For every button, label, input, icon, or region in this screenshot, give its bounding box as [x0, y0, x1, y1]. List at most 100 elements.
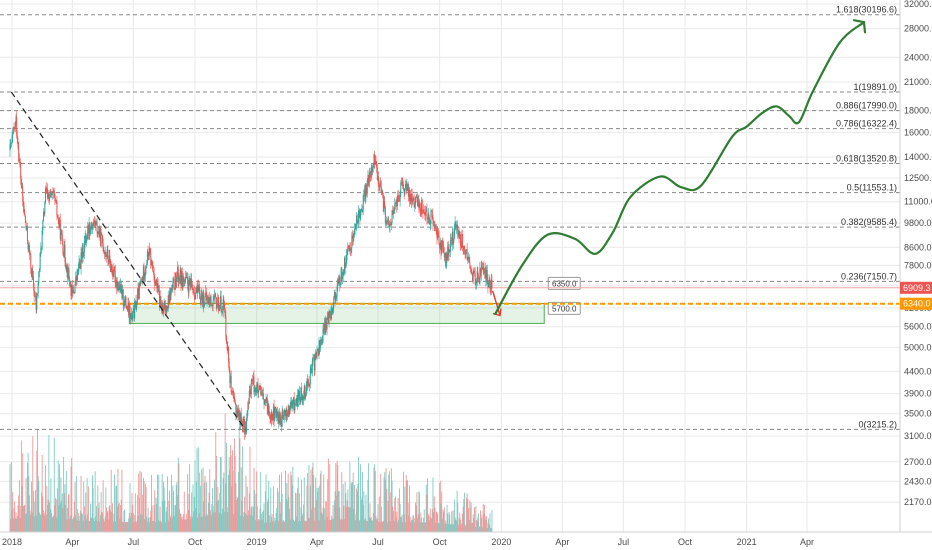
- candle: [343, 269, 345, 276]
- candle-body: [185, 276, 187, 278]
- candle-body: [114, 271, 116, 284]
- candle: [386, 216, 388, 227]
- candle-body: [489, 279, 491, 286]
- candle-body: [287, 413, 289, 417]
- candle: [217, 293, 219, 308]
- candle-body: [132, 308, 134, 312]
- candle: [109, 250, 111, 263]
- volume-bar: [409, 485, 410, 532]
- candle: [75, 275, 77, 287]
- candle: [81, 248, 83, 263]
- volume-bar: [215, 432, 217, 532]
- candle: [67, 263, 69, 285]
- volume-bar: [235, 483, 237, 532]
- candle-body: [38, 271, 40, 284]
- candle-body: [357, 221, 359, 223]
- candle: [321, 337, 323, 346]
- candle: [87, 224, 89, 240]
- candle: [42, 219, 44, 235]
- volume-bar: [452, 510, 454, 532]
- volume-bar: [329, 520, 331, 532]
- volume-bar: [281, 472, 282, 532]
- candle: [344, 255, 346, 269]
- volume-bar: [446, 504, 448, 532]
- volume-bar: [100, 515, 101, 532]
- volume-bar: [102, 480, 104, 532]
- volume-bar: [355, 514, 357, 532]
- candle: [442, 239, 444, 254]
- candle-body: [485, 268, 487, 281]
- candle-body: [297, 395, 299, 407]
- candle: [236, 405, 238, 418]
- candle: [187, 272, 189, 291]
- candle-body: [259, 385, 261, 390]
- candle: [360, 208, 362, 221]
- candle-body: [241, 420, 243, 424]
- candle: [366, 183, 368, 196]
- candle: [336, 280, 338, 303]
- candle-body: [417, 197, 419, 207]
- candle: [376, 163, 378, 181]
- candle-body: [457, 230, 459, 236]
- volume-bar: [222, 508, 223, 532]
- volume-bar: [261, 519, 263, 532]
- candle: [110, 263, 112, 273]
- candle: [382, 193, 384, 212]
- candle: [409, 189, 411, 205]
- candle-body: [345, 254, 347, 264]
- candle: [421, 198, 423, 214]
- volume-bar: [271, 513, 273, 532]
- candle: [427, 207, 429, 224]
- volume-bar: [208, 492, 210, 532]
- candle: [431, 208, 433, 220]
- candle-body: [339, 277, 341, 286]
- volume-bar: [447, 523, 449, 532]
- candle-body: [207, 296, 209, 299]
- candle-body: [354, 229, 356, 235]
- volume-bar: [142, 477, 144, 532]
- volume-bar: [262, 510, 264, 532]
- candle: [27, 239, 29, 253]
- volume-bar: [421, 517, 423, 532]
- candle-body: [14, 121, 16, 129]
- candle: [283, 409, 285, 424]
- candle: [434, 220, 436, 232]
- candle: [341, 271, 343, 285]
- candle-body: [195, 287, 197, 293]
- candle-body: [136, 303, 138, 310]
- volume-bar: [94, 471, 96, 532]
- volume-bar: [266, 522, 268, 532]
- volume-bar: [414, 522, 416, 532]
- volume-bar: [435, 511, 437, 532]
- candle-body: [422, 212, 424, 214]
- candle: [28, 243, 30, 253]
- volume-bar: [309, 485, 311, 532]
- candle-body: [188, 277, 190, 293]
- candle: [118, 281, 120, 292]
- volume-bar: [61, 493, 63, 532]
- candle-body: [324, 322, 326, 334]
- candle: [384, 195, 386, 209]
- candle: [10, 142, 12, 148]
- candle-body: [51, 192, 53, 196]
- candle-body: [356, 215, 358, 222]
- volume-bar: [197, 447, 199, 532]
- candle: [390, 221, 392, 230]
- volume-bar: [297, 487, 299, 532]
- candle-body: [143, 266, 145, 279]
- candle-body: [89, 226, 91, 235]
- fib-level-label: 1.618(30196.6): [836, 5, 897, 15]
- candle: [423, 205, 425, 215]
- candle-body: [419, 202, 421, 208]
- candle: [225, 310, 227, 341]
- candle: [413, 195, 415, 202]
- candle: [313, 354, 315, 377]
- candle-body: [343, 257, 345, 274]
- candle-body: [461, 233, 463, 248]
- volume-bar: [330, 519, 332, 532]
- candle-body: [433, 224, 435, 226]
- candle-body: [165, 305, 167, 313]
- volume-bar: [108, 506, 110, 532]
- candle-body: [234, 396, 236, 402]
